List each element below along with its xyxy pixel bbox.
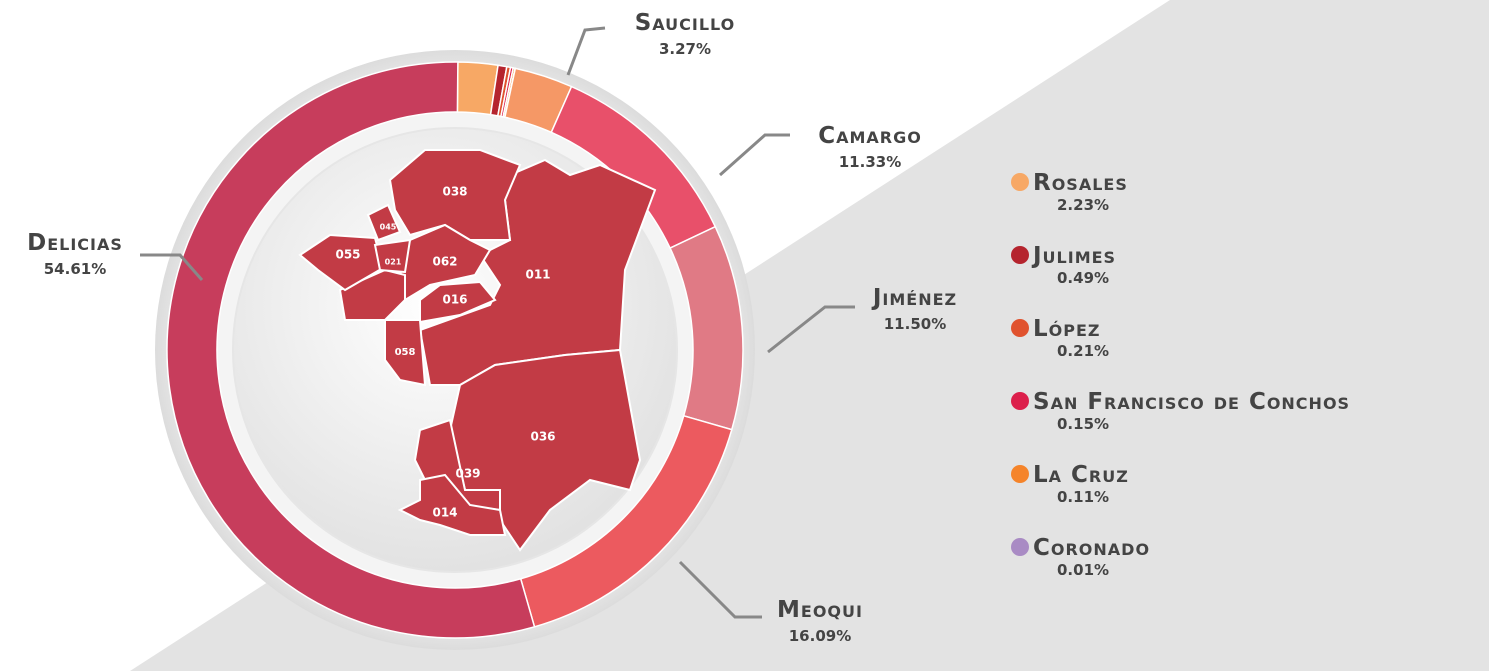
region-label: 014 — [432, 506, 457, 520]
callout-name: Jiménez — [871, 285, 957, 311]
region — [366, 203, 402, 242]
callout-value: 54.61% — [44, 260, 106, 278]
legend-name: Rosales — [1033, 170, 1128, 196]
legend-name: López — [1033, 316, 1101, 342]
legend-marker — [1011, 465, 1029, 483]
region-label: 036 — [530, 430, 555, 444]
region — [373, 238, 412, 274]
map: 038 045 055 021 062 016 011 058 036 039 … — [298, 149, 657, 552]
legend-marker — [1011, 538, 1029, 556]
legend-name: La Cruz — [1033, 462, 1129, 488]
callout-line — [140, 253, 204, 281]
region-label: 011 — [525, 268, 550, 282]
callout-value: 11.50% — [884, 315, 946, 333]
donut-segment — [166, 61, 536, 639]
region-label: 055 — [335, 248, 360, 262]
region — [397, 473, 507, 536]
region-label: 016 — [442, 293, 467, 307]
callout-name: Camargo — [818, 123, 922, 149]
legend-value: 0.49% — [1057, 269, 1109, 287]
region-label: 021 — [385, 258, 402, 267]
callout-line — [678, 560, 762, 619]
legend-value: 0.15% — [1057, 415, 1109, 433]
callout-value: 3.27% — [659, 40, 711, 58]
legend-name: Julimes — [1031, 243, 1116, 269]
legend-marker — [1011, 392, 1029, 410]
legend-marker — [1011, 173, 1029, 191]
legend-value: 0.21% — [1057, 342, 1109, 360]
legend-marker — [1011, 246, 1029, 264]
callout-value: 16.09% — [789, 627, 851, 645]
legend-value: 0.11% — [1057, 488, 1109, 506]
region — [388, 149, 522, 241]
region-label: 062 — [432, 255, 457, 269]
region — [384, 319, 427, 387]
region-label: 039 — [455, 467, 480, 481]
legend-name: San Francisco de Conchos — [1033, 389, 1350, 415]
region-label: 038 — [442, 185, 467, 199]
legend-marker — [1011, 319, 1029, 337]
legend-value: 0.01% — [1057, 561, 1109, 579]
callout-name: Meoqui — [777, 597, 863, 623]
callout-name: Saucillo — [635, 10, 736, 36]
callout-line — [767, 305, 855, 354]
callout-line — [719, 133, 790, 177]
region-label: 058 — [395, 347, 416, 358]
legend-value: 2.23% — [1057, 196, 1109, 214]
callout-name: Delicias — [27, 230, 123, 256]
legend-name: Coronado — [1033, 535, 1150, 561]
region-label: 045 — [380, 223, 397, 232]
callout-line — [566, 26, 606, 76]
callout-value: 11.33% — [839, 153, 901, 171]
